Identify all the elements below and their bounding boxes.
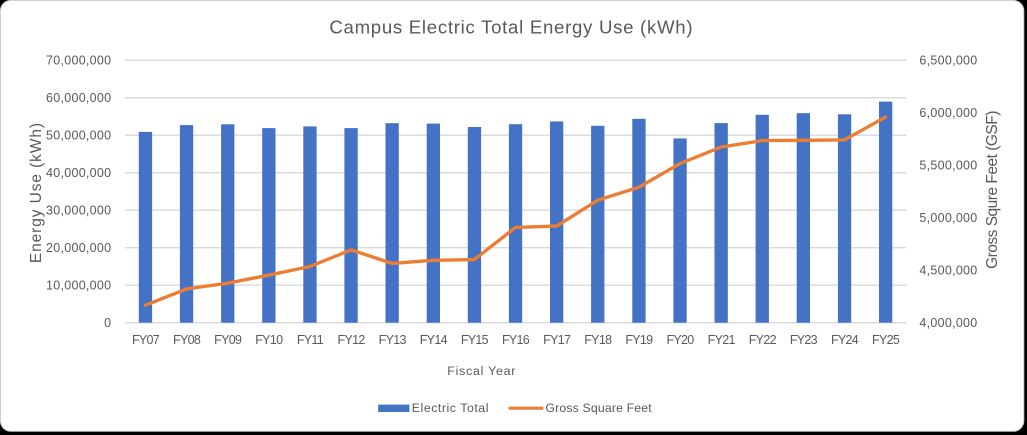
svg-text:50,000,000: 50,000,000 [46,129,111,143]
svg-text:0: 0 [104,316,111,330]
svg-text:FY25: FY25 [872,333,900,347]
svg-text:FY15: FY15 [461,333,489,347]
svg-text:FY14: FY14 [420,333,448,347]
svg-text:FY17: FY17 [543,333,571,347]
svg-text:Energy Use (kWh): Energy Use (kWh) [28,122,45,263]
svg-text:40,000,000: 40,000,000 [46,166,111,180]
svg-text:4,000,000: 4,000,000 [919,316,977,330]
svg-text:FY23: FY23 [790,333,818,347]
svg-text:FY22: FY22 [749,333,777,347]
svg-text:Gross Square Feet: Gross Square Feet [545,401,652,415]
svg-text:70,000,000: 70,000,000 [46,54,111,68]
svg-text:20,000,000: 20,000,000 [46,241,111,255]
svg-text:5,500,000: 5,500,000 [919,159,977,173]
svg-text:60,000,000: 60,000,000 [46,91,111,105]
svg-text:4,500,000: 4,500,000 [919,264,977,278]
svg-text:FY07: FY07 [132,333,160,347]
svg-text:FY16: FY16 [502,333,530,347]
svg-text:FY10: FY10 [255,333,283,347]
svg-text:FY09: FY09 [214,333,242,347]
svg-text:Electric Total: Electric Total [412,401,489,415]
svg-text:FY19: FY19 [625,333,653,347]
svg-text:6,500,000: 6,500,000 [919,54,977,68]
svg-text:Fiscal Year: Fiscal Year [447,364,516,378]
svg-text:FY20: FY20 [666,333,694,347]
svg-text:FY11: FY11 [297,333,324,347]
svg-text:30,000,000: 30,000,000 [46,204,111,218]
svg-text:Campus Electric Total Energy U: Campus Electric Total Energy Use (kWh) [329,17,693,38]
svg-text:FY18: FY18 [584,333,612,347]
svg-text:6,000,000: 6,000,000 [919,106,977,120]
svg-text:5,000,000: 5,000,000 [919,211,977,225]
svg-text:FY08: FY08 [173,333,201,347]
svg-text:FY12: FY12 [338,333,366,347]
svg-text:Gross Squre Feet (GSF): Gross Squre Feet (GSF) [984,111,1001,269]
svg-text:FY13: FY13 [379,333,407,347]
svg-text:FY24: FY24 [831,333,859,347]
svg-text:10,000,000: 10,000,000 [46,279,111,293]
svg-text:FY21: FY21 [708,333,736,347]
